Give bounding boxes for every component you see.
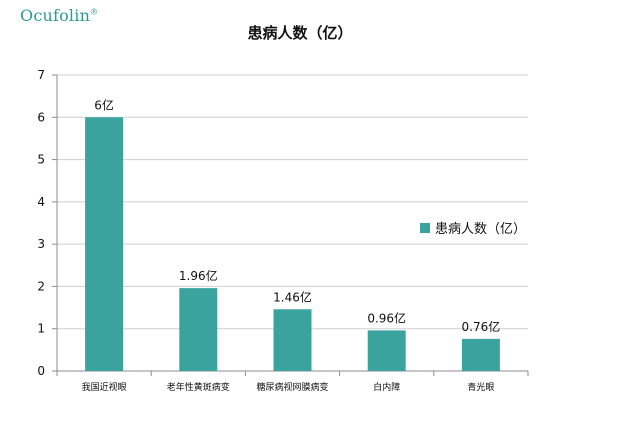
bar <box>461 338 500 371</box>
data-labels: 6亿 1.96亿 1.46亿 0.96亿 0.76亿 <box>94 97 500 334</box>
bars <box>85 117 500 372</box>
x-category-label: 糖尿病视网膜病变 <box>256 381 328 393</box>
y-tick-label: 4 <box>37 195 45 209</box>
chart-title: 患病人数（亿） <box>247 24 352 42</box>
registered-mark: ® <box>90 7 99 17</box>
bar <box>179 288 218 371</box>
x-category-label: 我国近视眼 <box>82 381 127 393</box>
data-label: 1.46亿 <box>273 289 312 304</box>
legend: 患病人数（亿） <box>420 222 526 237</box>
x-category-label: 青光眼 <box>467 381 494 393</box>
y-tick-label: 7 <box>37 68 45 82</box>
x-axis: 我国近视眼 老年性黄斑病变 糖尿病视网膜病变 白内障 青光眼 <box>56 371 529 393</box>
y-tick-label: 0 <box>37 364 45 378</box>
bar <box>85 117 124 372</box>
data-label: 6亿 <box>94 97 114 112</box>
y-tick-label: 5 <box>37 153 45 167</box>
data-label: 0.76亿 <box>462 319 501 334</box>
y-axis: 0 1 2 3 4 5 6 7 <box>37 68 58 378</box>
data-label: 0.96亿 <box>367 310 406 325</box>
y-tick-label: 2 <box>37 279 45 293</box>
y-tick-label: 1 <box>37 322 45 336</box>
bar <box>273 309 312 371</box>
y-tick-label: 3 <box>37 237 45 251</box>
legend-label: 患病人数（亿） <box>435 222 526 237</box>
x-category-label: 老年性黄斑病变 <box>167 381 230 393</box>
bar <box>367 330 406 371</box>
y-tick-label: 6 <box>37 110 45 124</box>
x-category-label: 白内障 <box>373 381 400 393</box>
ocufolin-logo: Ocufolin® <box>20 6 98 25</box>
data-label: 1.96亿 <box>179 268 218 283</box>
logo-text: Ocufolin <box>20 6 91 25</box>
legend-swatch <box>420 223 430 233</box>
gridlines <box>57 74 528 372</box>
